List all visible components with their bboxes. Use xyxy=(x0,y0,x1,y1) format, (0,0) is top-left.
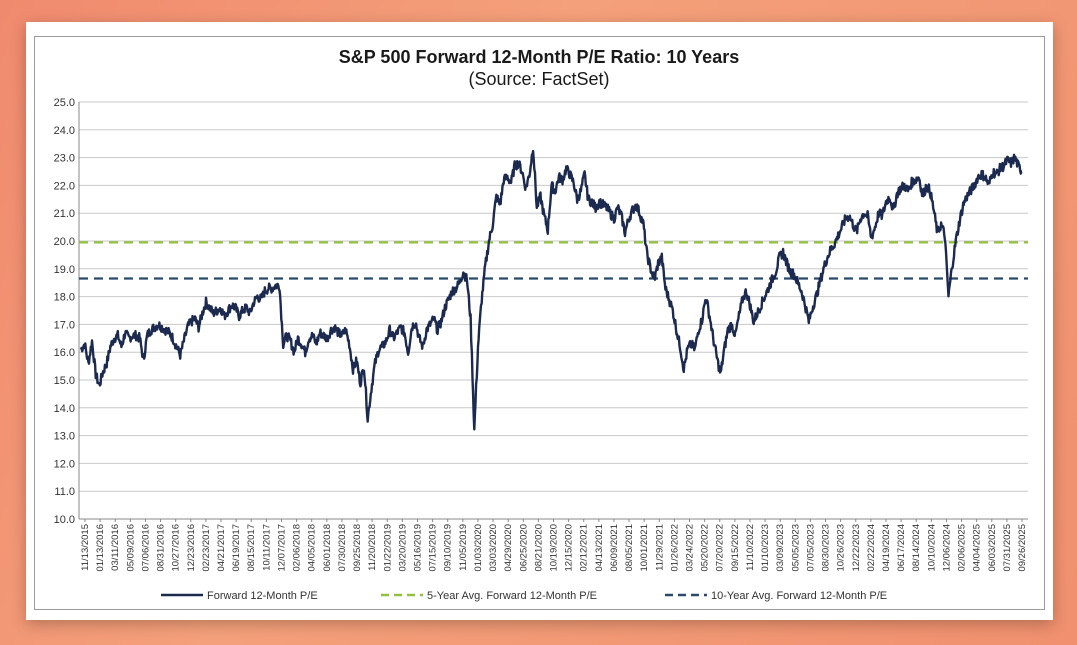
x-tick-label: 09/10/2019 xyxy=(443,524,454,572)
x-tick-label: 05/05/2023 xyxy=(790,524,801,572)
x-tick-label: 04/05/2018 xyxy=(307,524,318,572)
x-tick-label: 10/01/2021 xyxy=(639,524,650,572)
x-tick-label: 08/14/2024 xyxy=(911,524,922,572)
x-tick-label: 06/09/2021 xyxy=(609,524,620,572)
x-tick-label: 10/19/2020 xyxy=(549,524,560,572)
x-tick-label: 10/27/2016 xyxy=(171,524,182,572)
y-tick-label: 15.0 xyxy=(54,375,75,387)
chart-card: S&P 500 Forward 12-Month P/E Ratio: 10 Y… xyxy=(26,22,1053,620)
x-tick-label: 08/21/2020 xyxy=(533,524,544,572)
x-tick-label: 02/23/2017 xyxy=(201,524,212,572)
x-tick-label: 07/30/2018 xyxy=(337,524,348,572)
x-tick-label: 08/15/2017 xyxy=(246,524,257,572)
x-tick-label: 07/20/2022 xyxy=(715,524,726,572)
x-tick-label: 08/05/2021 xyxy=(624,524,635,572)
y-tick-label: 12.0 xyxy=(54,458,75,470)
chart-subtitle: (Source: FactSet) xyxy=(468,69,609,89)
x-tick-label: 06/19/2017 xyxy=(231,524,242,572)
x-tick-label: 06/17/2024 xyxy=(896,524,907,572)
y-tick-label: 17.0 xyxy=(54,319,75,331)
x-tick-label: 07/31/2025 xyxy=(1002,524,1013,572)
y-tick-label: 20.0 xyxy=(54,236,75,248)
x-tick-label: 01/13/2016 xyxy=(95,524,106,572)
average-lines xyxy=(79,241,1028,280)
y-tick-label: 19.0 xyxy=(54,264,75,276)
x-tick-label: 12/22/2023 xyxy=(851,524,862,572)
x-tick-label: 11/05/2019 xyxy=(458,524,469,571)
x-tick-label: 02/06/2025 xyxy=(957,524,968,572)
chart-frame: S&P 500 Forward 12-Month P/E Ratio: 10 Y… xyxy=(34,36,1045,610)
pe-line xyxy=(79,149,1023,431)
y-tick-label: 14.0 xyxy=(54,403,75,415)
y-tick-label: 21.0 xyxy=(54,208,75,220)
x-tick-label: 07/15/2019 xyxy=(428,524,439,572)
y-tick-label: 18.0 xyxy=(54,292,75,304)
x-tick-label: 02/22/2024 xyxy=(866,524,877,572)
x-tick-label: 10/10/2024 xyxy=(926,524,937,572)
x-tick-label: 08/30/2023 xyxy=(821,524,832,572)
pe-ratio-chart: S&P 500 Forward 12-Month P/E Ratio: 10 Y… xyxy=(54,47,1028,602)
x-tick-label: 11/20/2018 xyxy=(367,524,378,571)
x-tick-label: 03/20/2019 xyxy=(397,524,408,572)
legend-item-ten-year-avg-label: 10-Year Avg. Forward 12-Month P/E xyxy=(711,590,887,602)
x-tick-label: 08/31/2016 xyxy=(156,524,167,572)
x-tick-label: 01/10/2023 xyxy=(760,524,771,572)
x-tick-label: 06/01/2018 xyxy=(322,524,333,572)
x-tick-label: 12/23/2016 xyxy=(186,524,197,572)
y-tick-label: 23.0 xyxy=(54,153,75,165)
x-tick-label: 11/29/2021 xyxy=(654,524,665,571)
x-tick-label: 11/10/2022 xyxy=(745,524,756,571)
x-tick-label: 11/13/2015 xyxy=(80,524,91,571)
x-tick-label: 12/07/2017 xyxy=(276,524,287,572)
y-tick-label: 11.0 xyxy=(54,486,75,498)
y-tick-label: 24.0 xyxy=(54,125,75,137)
x-tick-label: 12/15/2020 xyxy=(564,524,575,572)
pe-series xyxy=(79,149,1023,431)
x-tick-label: 03/24/2022 xyxy=(685,524,696,572)
x-tick-label: 06/25/2020 xyxy=(518,524,529,572)
y-tick-label: 22.0 xyxy=(54,180,75,192)
x-tick-label: 04/29/2020 xyxy=(503,524,514,572)
x-tick-label: 04/04/2025 xyxy=(972,524,983,572)
x-tick-label: 07/05/2023 xyxy=(805,524,816,572)
x-tick-label: 05/16/2019 xyxy=(412,524,423,572)
y-tick-label: 25.0 xyxy=(54,97,75,109)
x-tick-label: 09/15/2022 xyxy=(730,524,741,572)
legend-item-forward-pe-label: Forward 12-Month P/E xyxy=(207,590,318,602)
x-tick-label: 10/26/2023 xyxy=(836,524,847,572)
legend: Forward 12-Month P/E 5-Year Avg. Forward … xyxy=(161,590,887,602)
chart-title: S&P 500 Forward 12-Month P/E Ratio: 10 Y… xyxy=(339,47,739,67)
x-tick-label: 03/03/2020 xyxy=(488,524,499,572)
x-tick-label: 02/12/2021 xyxy=(579,524,590,572)
x-tick-label: 12/06/2024 xyxy=(941,524,952,572)
x-tick-label: 06/03/2025 xyxy=(987,524,998,572)
y-tick-label: 16.0 xyxy=(54,347,75,359)
x-tick-label: 01/22/2019 xyxy=(382,524,393,572)
x-axis: 11/13/2015 01/13/2016 03/11/2016 05/09/2016… xyxy=(79,518,1028,572)
x-tick-label: 04/21/2017 xyxy=(216,524,227,572)
x-tick-label: 05/20/2022 xyxy=(700,524,711,572)
x-tick-label: 03/11/2016 xyxy=(110,524,121,571)
y-axis: 10.0 11.0 12.0 13.0 14.0 15.0 16.0 17.0 18.0 19.0… xyxy=(54,97,80,526)
x-tick-label: 01/26/2022 xyxy=(669,524,680,572)
x-tick-label: 05/09/2016 xyxy=(125,524,136,572)
x-tick-label: 01/03/2020 xyxy=(473,524,484,572)
x-tick-label: 04/19/2024 xyxy=(881,524,892,572)
x-tick-label: 03/09/2023 xyxy=(775,524,786,572)
y-tick-label: 13.0 xyxy=(54,431,75,443)
x-tick-label: 04/13/2021 xyxy=(594,524,605,572)
x-tick-label: 10/11/2017 xyxy=(261,524,272,571)
x-tick-label: 09/26/2025 xyxy=(1017,524,1028,572)
x-tick-label: 09/25/2018 xyxy=(352,524,363,572)
legend-item-five-year-avg-label: 5-Year Avg. Forward 12-Month P/E xyxy=(427,590,597,602)
y-tick-label: 10.0 xyxy=(54,514,75,526)
x-tick-label: 02/06/2018 xyxy=(292,524,303,572)
x-tick-label: 07/06/2016 xyxy=(140,524,151,572)
